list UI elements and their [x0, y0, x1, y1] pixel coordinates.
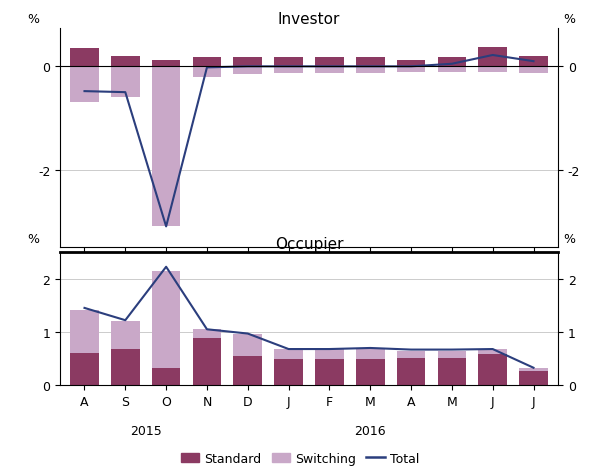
Bar	[70, 310, 99, 354]
Bar	[437, 358, 466, 386]
Text: 2016: 2016	[355, 425, 386, 437]
Bar	[356, 58, 385, 67]
Bar	[519, 57, 548, 67]
Bar	[478, 355, 507, 386]
Bar	[519, 371, 548, 386]
Bar	[193, 67, 221, 78]
Text: %: %	[563, 13, 575, 26]
Bar	[152, 368, 181, 386]
Bar	[437, 58, 466, 67]
Bar	[315, 359, 344, 386]
Bar	[70, 49, 99, 67]
Bar	[315, 67, 344, 73]
Bar	[274, 67, 303, 73]
Bar	[356, 359, 385, 386]
Bar	[111, 349, 140, 386]
Bar	[478, 349, 507, 355]
Bar	[397, 61, 425, 67]
Text: %: %	[28, 233, 40, 246]
Title: Occupier: Occupier	[275, 236, 343, 251]
Bar	[397, 67, 425, 72]
Bar	[233, 58, 262, 67]
Bar	[315, 349, 344, 359]
Text: 2015: 2015	[130, 425, 161, 437]
Text: %: %	[563, 233, 575, 246]
Bar	[315, 58, 344, 67]
Bar	[193, 58, 221, 67]
Bar	[274, 58, 303, 67]
Bar	[478, 67, 507, 72]
Bar	[111, 322, 140, 349]
Bar	[111, 57, 140, 67]
Bar	[519, 67, 548, 73]
Bar	[437, 351, 466, 358]
Title: Investor: Investor	[278, 12, 340, 28]
Bar	[397, 351, 425, 358]
Bar	[193, 338, 221, 386]
Bar	[274, 349, 303, 359]
Bar	[152, 61, 181, 67]
Bar	[111, 67, 140, 98]
Bar	[519, 368, 548, 371]
Bar	[70, 354, 99, 386]
Bar	[70, 67, 99, 103]
Text: %: %	[28, 13, 40, 26]
Bar	[152, 67, 181, 227]
Bar	[356, 67, 385, 73]
Bar	[233, 334, 262, 356]
Bar	[233, 356, 262, 386]
Bar	[274, 359, 303, 386]
Bar	[233, 67, 262, 75]
Legend: Standard, Switching, Total: Standard, Switching, Total	[176, 447, 424, 470]
Bar	[193, 329, 221, 338]
Bar	[437, 67, 466, 72]
Bar	[152, 271, 181, 368]
Bar	[478, 48, 507, 67]
Bar	[356, 348, 385, 359]
Bar	[397, 358, 425, 386]
